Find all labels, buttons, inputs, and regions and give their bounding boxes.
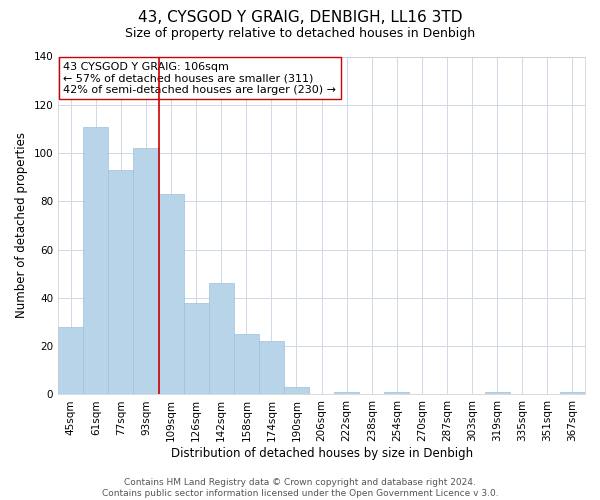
Bar bbox=[109, 170, 133, 394]
Bar bbox=[83, 126, 109, 394]
Bar bbox=[234, 334, 259, 394]
Y-axis label: Number of detached properties: Number of detached properties bbox=[15, 132, 28, 318]
Text: 43 CYSGOD Y GRAIG: 106sqm
← 57% of detached houses are smaller (311)
42% of semi: 43 CYSGOD Y GRAIG: 106sqm ← 57% of detac… bbox=[64, 62, 337, 95]
Bar bbox=[209, 284, 234, 395]
Bar bbox=[58, 327, 83, 394]
Text: 43, CYSGOD Y GRAIG, DENBIGH, LL16 3TD: 43, CYSGOD Y GRAIG, DENBIGH, LL16 3TD bbox=[138, 10, 462, 25]
Bar bbox=[284, 387, 309, 394]
Bar bbox=[184, 302, 209, 394]
Bar bbox=[485, 392, 510, 394]
Bar bbox=[158, 194, 184, 394]
X-axis label: Distribution of detached houses by size in Denbigh: Distribution of detached houses by size … bbox=[170, 447, 473, 460]
Bar bbox=[133, 148, 158, 394]
Bar bbox=[385, 392, 409, 394]
Text: Contains HM Land Registry data © Crown copyright and database right 2024.
Contai: Contains HM Land Registry data © Crown c… bbox=[101, 478, 499, 498]
Text: Size of property relative to detached houses in Denbigh: Size of property relative to detached ho… bbox=[125, 28, 475, 40]
Bar bbox=[560, 392, 585, 394]
Bar bbox=[259, 342, 284, 394]
Bar bbox=[334, 392, 359, 394]
